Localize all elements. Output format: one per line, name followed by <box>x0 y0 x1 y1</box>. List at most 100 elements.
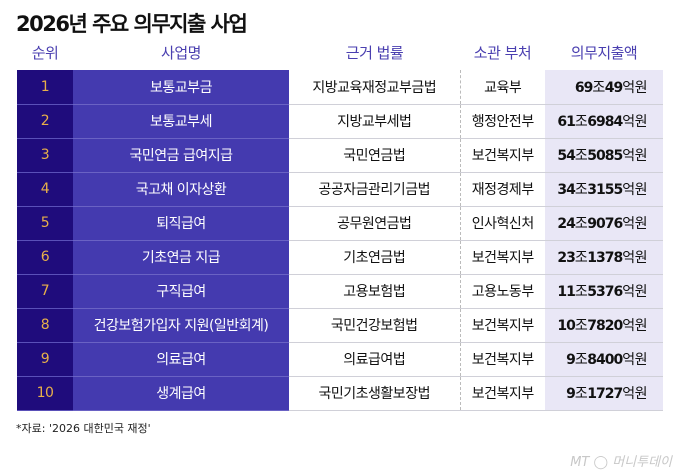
program-name-cell: 보통교부세 <box>73 104 289 139</box>
law-cell: 의료급여법 <box>289 342 461 377</box>
rank-cell: 3 <box>17 138 73 173</box>
amount-eok: 7820 <box>587 318 623 334</box>
rank-cell: 8 <box>17 308 73 343</box>
header-amount: 의무지출액 <box>570 44 638 62</box>
ministry-cell: 인사혁신처 <box>460 206 545 241</box>
unit-jo: 조 <box>574 352 588 368</box>
amount-jo: 11 <box>557 284 576 300</box>
rank-cell: 7 <box>17 274 73 309</box>
rank-cell: 5 <box>17 206 73 241</box>
amount-eok: 1378 <box>587 250 623 266</box>
rank-cell: 4 <box>17 172 73 207</box>
amount-jo: 24 <box>557 216 576 232</box>
unit-eok: 억원 <box>622 318 647 334</box>
rank-cell: 2 <box>17 104 73 139</box>
amount-eok: 8400 <box>587 352 623 368</box>
amount-jo: 54 <box>557 148 576 164</box>
header-law: 근거 법률 <box>345 44 404 62</box>
unit-eok: 억원 <box>622 250 647 266</box>
amount-cell: 69조49억원 <box>545 70 663 105</box>
program-name-cell: 퇴직급여 <box>73 206 289 241</box>
rank-cell: 1 <box>17 70 73 105</box>
unit-eok: 억원 <box>622 216 647 232</box>
law-cell: 지방교육재정교부금법 <box>289 70 461 105</box>
ministry-cell: 보건복지부 <box>460 240 545 275</box>
program-name-cell: 구직급여 <box>73 274 289 309</box>
amount-cell: 9조8400억원 <box>545 342 663 377</box>
amount-cell: 23조1378억원 <box>545 240 663 275</box>
amount-jo: 23 <box>557 250 576 266</box>
table-row: 10 생계급여 국민기초생활보장법 보건복지부 9조1727억원 <box>17 376 663 411</box>
unit-eok: 억원 <box>622 114 647 130</box>
program-name-cell: 건강보험가입자 지원(일반회계) <box>73 308 289 343</box>
program-name-cell: 생계급여 <box>73 376 289 411</box>
table-row: 1 보통교부금 지방교육재정교부금법 교육부 69조49억원 <box>17 70 663 105</box>
unit-jo: 조 <box>592 79 605 96</box>
amount-cell: 54조5085억원 <box>545 138 663 173</box>
unit-eok: 억원 <box>622 352 647 368</box>
spending-table: 1 보통교부금 지방교육재정교부금법 교육부 69조49억원 2 보통교부세 지방… <box>17 70 663 411</box>
unit-jo: 조 <box>574 216 588 232</box>
amount-eok: 9076 <box>587 216 623 232</box>
amount-jo: 9 <box>566 386 576 402</box>
table-row: 6 기초연금 지급 기초연금법 보건복지부 23조1378억원 <box>17 240 663 275</box>
ministry-cell: 보건복지부 <box>460 308 545 343</box>
amount-eok: 5085 <box>587 148 623 164</box>
law-cell: 국민기초생활보장법 <box>289 376 461 411</box>
amount-eok: 1727 <box>587 386 623 402</box>
amount-eok: 3155 <box>587 182 623 198</box>
amount-cell: 11조5376억원 <box>545 274 663 309</box>
law-cell: 지방교부세법 <box>289 104 461 139</box>
program-name-cell: 의료급여 <box>73 342 289 377</box>
ministry-cell: 고용노동부 <box>460 274 545 309</box>
law-cell: 기초연금법 <box>289 240 461 275</box>
table-row: 3 국민연금 급여지급 국민연금법 보건복지부 54조5085억원 <box>17 138 663 173</box>
header-rank: 순위 <box>31 44 59 62</box>
program-name-cell: 기초연금 지급 <box>73 240 289 275</box>
amount-jo: 9 <box>566 352 576 368</box>
amount-cell: 24조9076억원 <box>545 206 663 241</box>
publisher-logo: MT ◯ 머니투데이 <box>570 455 672 470</box>
program-name-cell: 국민연금 급여지급 <box>73 138 289 173</box>
amount-cell: 61조6984억원 <box>545 104 663 139</box>
ministry-cell: 보건복지부 <box>460 138 545 173</box>
unit-eok: 억원 <box>622 148 647 164</box>
ministry-cell: 교육부 <box>460 70 545 105</box>
law-cell: 공공자금관리기금법 <box>289 172 461 207</box>
ministry-cell: 보건복지부 <box>460 376 545 411</box>
rank-cell: 6 <box>17 240 73 275</box>
source-note: *자료: '2026 대한민국 재정' <box>16 422 151 435</box>
table-row: 9 의료급여 의료급여법 보건복지부 9조8400억원 <box>17 342 663 377</box>
amount-jo: 69 <box>574 79 594 96</box>
law-cell: 국민연금법 <box>289 138 461 173</box>
ministry-cell: 재정경제부 <box>460 172 545 207</box>
unit-eok: 억원 <box>622 386 647 402</box>
amount-cell: 9조1727억원 <box>545 376 663 411</box>
amount-eok: 49 <box>604 79 624 96</box>
unit-jo: 조 <box>574 114 588 130</box>
header-ministry: 소관 부처 <box>473 44 532 62</box>
amount-eok: 5376 <box>587 284 623 300</box>
rank-cell: 9 <box>17 342 73 377</box>
table-row: 5 퇴직급여 공무원연금법 인사혁신처 24조9076억원 <box>17 206 663 241</box>
unit-eok: 억원 <box>622 79 647 96</box>
table-row: 4 국고채 이자상환 공공자금관리기금법 재정경제부 34조3155억원 <box>17 172 663 207</box>
law-cell: 공무원연금법 <box>289 206 461 241</box>
unit-jo: 조 <box>574 386 588 402</box>
rank-cell: 10 <box>17 376 73 411</box>
table-header: 순위 사업명 근거 법률 소관 부처 의무지출액 <box>17 40 663 66</box>
table-row: 8 건강보험가입자 지원(일반회계) 국민건강보험법 보건복지부 10조7820… <box>17 308 663 343</box>
program-name-cell: 보통교부금 <box>73 70 289 105</box>
unit-jo: 조 <box>574 182 588 198</box>
page-title: 2026년 주요 의무지출 사업 <box>16 12 248 36</box>
ministry-cell: 보건복지부 <box>460 342 545 377</box>
unit-jo: 조 <box>574 318 588 334</box>
table-row: 7 구직급여 고용보험법 고용노동부 11조5376억원 <box>17 274 663 309</box>
unit-eok: 억원 <box>622 182 647 198</box>
law-cell: 고용보험법 <box>289 274 461 309</box>
unit-eok: 억원 <box>622 284 647 300</box>
amount-jo: 61 <box>557 114 576 130</box>
program-name-cell: 국고채 이자상환 <box>73 172 289 207</box>
unit-jo: 조 <box>574 284 588 300</box>
amount-jo: 10 <box>557 318 576 334</box>
